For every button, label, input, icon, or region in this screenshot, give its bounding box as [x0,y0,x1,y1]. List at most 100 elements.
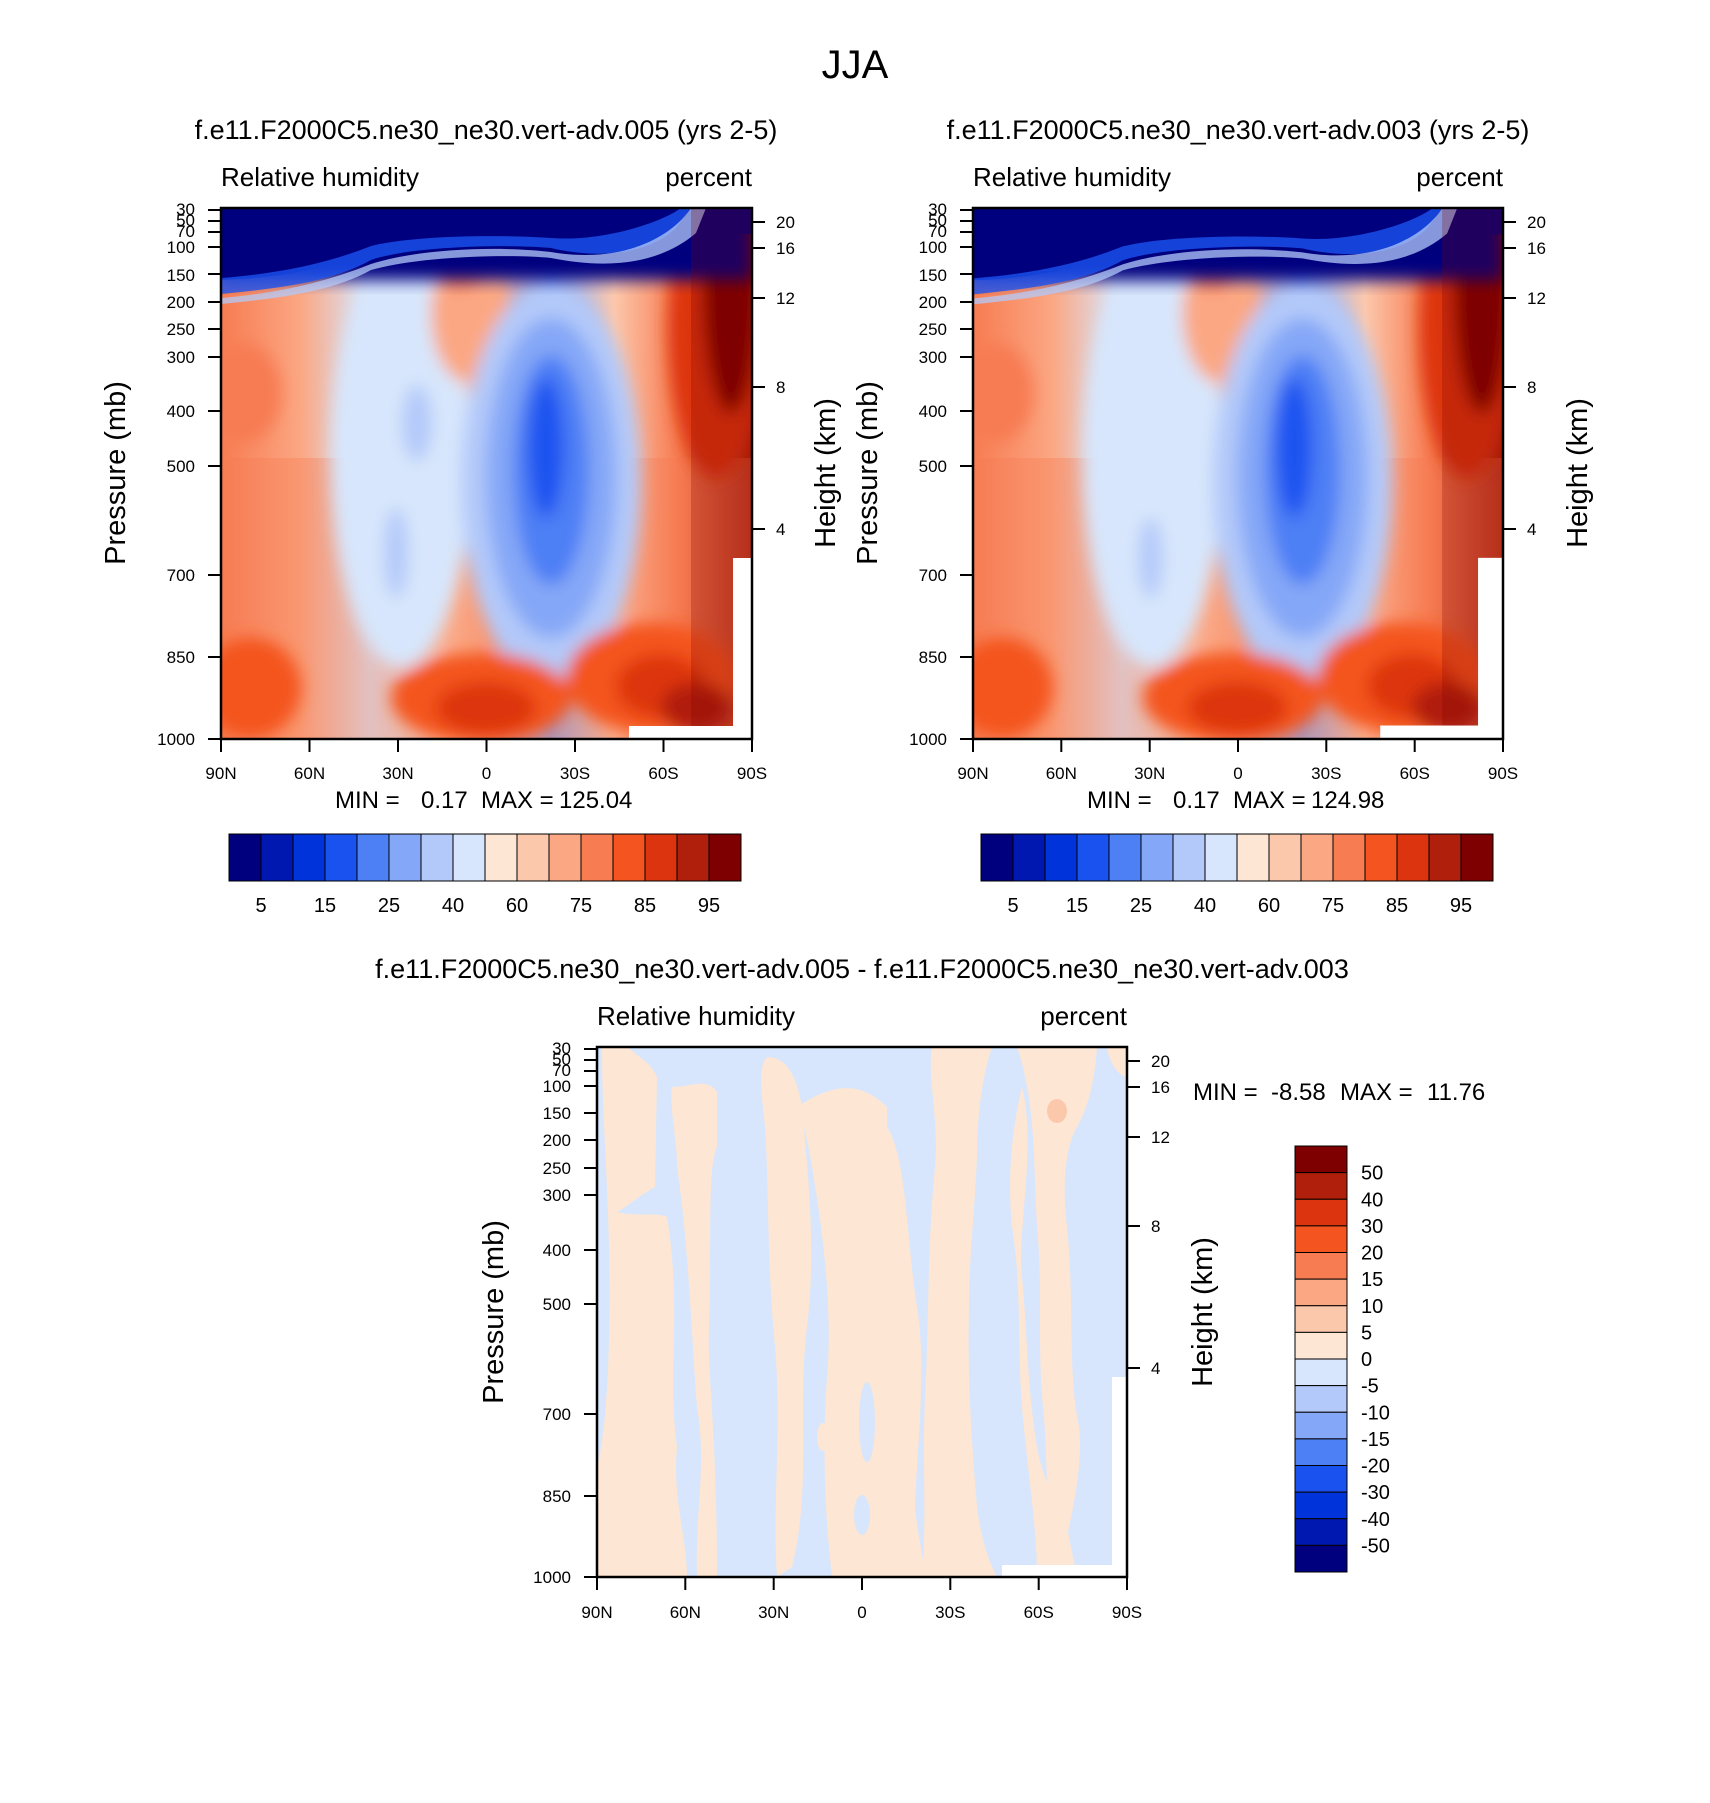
colorbar-swatch [1294,1172,1348,1200]
panel-2-field [971,206,1505,741]
x-tick-label: 0 [482,764,491,783]
panel-1-field [219,206,754,741]
panel-1-stats: MIN = 0.17 MAX = 125.04 [335,787,632,814]
min-value: -8.58 [1271,1079,1326,1106]
colorbar-label: -40 [1361,1509,1390,1531]
x-tick-label: 60N [294,764,325,783]
colorbar-label: 75 [570,895,592,917]
y-tick-label: 50 [928,211,947,230]
x-tick-label: 60S [1400,764,1430,783]
panel-2-y2-axis: 20 16 12 8 4 Height (km) [1503,213,1594,548]
panel-1: f.e11.F2000C5.ne30_ne30.vert-adv.005 (yr… [100,115,842,917]
panel-1-x-axis: 90N 60N 30N 0 30S 60S 90S [205,739,767,783]
y2-tick-label: 4 [776,520,785,539]
colorbar-label: 85 [1386,895,1408,917]
colorbar-label: -10 [1361,1402,1390,1424]
y-tick-label: 400 [919,402,947,421]
colorbar-swatch [676,833,710,882]
y-tick-label: 30 [176,200,195,219]
colorbar-swatch [1012,833,1046,882]
colorbar-swatch [1294,1358,1348,1387]
y-tick-label: 200 [167,293,195,312]
x-tick-label: 90S [1488,764,1518,783]
y-tick-label: 100 [543,1077,571,1096]
colorbar-label: 20 [1361,1243,1383,1265]
y2-tick-label: 20 [776,213,795,232]
panel-1-y2-axis: 20 16 12 8 4 Height (km) [752,213,842,548]
y-tick-label: 250 [919,320,947,339]
colorbar-swatch [1294,1465,1348,1493]
y-tick-label: 1000 [533,1568,571,1587]
panel-3-y-axis: 30 50 70 100 150 200 250 300 400 500 700… [478,1039,597,1587]
colorbar-label: 40 [1361,1189,1383,1211]
colorbar-swatch [1044,833,1078,882]
panel-3-title: f.e11.F2000C5.ne30_ne30.vert-adv.005 - f… [375,954,1349,984]
colorbar-label: 5 [1361,1322,1372,1344]
colorbar-label: 75 [1322,895,1344,917]
y2-tick-label: 16 [776,239,795,258]
colorbar-swatch [1172,833,1206,882]
y-tick-label: 70 [176,222,195,241]
y-tick-label: 500 [167,457,195,476]
colorbar-swatch [580,833,614,882]
y-tick-label: 700 [543,1405,571,1424]
x-ticks [972,739,1504,752]
colorbar-swatch [1364,833,1398,882]
colorbar-swatch [1460,833,1494,882]
colorbar-swatch [356,833,390,882]
y-tick-label: 30 [928,200,947,219]
colorbar-swatch [1294,1305,1348,1333]
panel-1-title: f.e11.F2000C5.ne30_ne30.vert-adv.005 (yr… [195,115,778,145]
colorbar-label: 30 [1361,1216,1383,1238]
min-label: MIN = [1087,787,1152,814]
colorbar-label: 5 [1007,895,1018,917]
x-tick-label: 90N [205,764,236,783]
colorbar-label: 40 [1194,895,1216,917]
panel-2-title: f.e11.F2000C5.ne30_ne30.vert-adv.003 (yr… [947,115,1530,145]
colorbar-swatch [420,833,454,882]
colorbar-swatch [644,833,678,882]
panel-3-right-subtitle: percent [1040,1001,1127,1031]
colorbar-swatch [260,833,294,882]
y2-tick-label: 8 [1151,1217,1160,1236]
colorbar-swatch [516,833,550,882]
colorbar-label: 95 [1450,895,1472,917]
colorbar-label: -30 [1361,1482,1390,1504]
y2-tick-label: 16 [1151,1078,1170,1097]
colorbar-swatch [1294,1198,1348,1227]
y-tick-label: 70 [928,222,947,241]
y2-tick-label: 8 [1527,378,1536,397]
x-tick-label: 30N [382,764,413,783]
colorbar-swatch [1428,833,1462,882]
colorbar-label: 25 [378,895,400,917]
y2-ticks [1503,221,1516,530]
x-tick-label: 30S [560,764,590,783]
y2-tick-label: 12 [1151,1128,1170,1147]
colorbar-swatch [1294,1411,1348,1440]
colorbar-swatch [484,833,518,882]
y-tick-label: 300 [167,348,195,367]
x-tick-label: 90S [1112,1603,1142,1622]
x-tick-label: 0 [857,1603,866,1622]
colorbar-swatch [708,833,742,882]
colorbar-swatch [1300,833,1334,882]
y-tick-label: 150 [543,1104,571,1123]
colorbar-swatch [1294,1331,1348,1360]
max-label: MAX = [481,787,554,814]
panel-1-ylabel: Pressure (mb) [100,381,132,565]
colorbar-label: 15 [1361,1269,1383,1291]
y-tick-label: 50 [176,211,195,230]
min-label: MIN = [335,787,400,814]
panel-2-left-subtitle: Relative humidity [973,162,1171,192]
y2-tick-label: 16 [1527,239,1546,258]
panel-1-right-subtitle: percent [665,162,752,192]
panel-2-x-axis: 90N 60N 30N 0 30S 60S 90S [957,739,1518,783]
panel-1-left-subtitle: Relative humidity [221,162,419,192]
y-tick-label: 300 [919,348,947,367]
panel-2-ylabel: Pressure (mb) [852,381,884,565]
panel-3-x-axis: 90N 60N 30N 0 30S 60S 90S [581,1577,1142,1622]
panel-3-field [595,1045,1129,1579]
panel-3-stats: MIN = -8.58 MAX = 11.76 [1193,1079,1485,1106]
colorbar-swatch [1294,1145,1348,1174]
